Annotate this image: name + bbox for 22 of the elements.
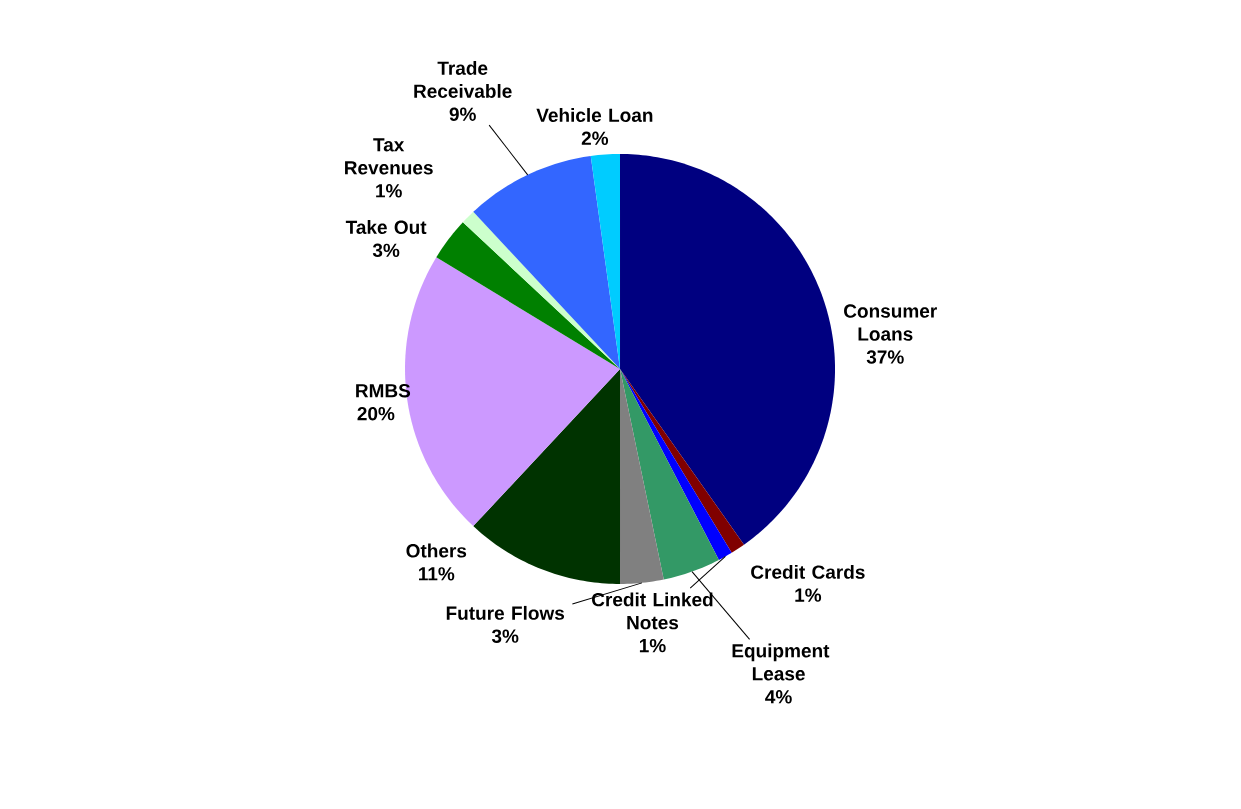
slice-label: Future Flows xyxy=(446,605,565,620)
slice-label: Consumer Loans xyxy=(844,304,937,341)
data-label: 4% xyxy=(765,690,792,704)
data-label: 3% xyxy=(372,243,400,258)
data-label: 2% xyxy=(581,131,609,145)
data-label: 9% xyxy=(449,107,476,121)
slice-label: Credit Linked Notes xyxy=(592,592,713,630)
data-label: 37% xyxy=(866,350,904,364)
data-label: 1% xyxy=(795,588,822,602)
slice-label: Others xyxy=(406,543,467,558)
data-label: 1% xyxy=(376,184,402,198)
slice-label: Equipment Lease xyxy=(732,643,830,681)
slice-label: Trade Receivable xyxy=(414,60,512,98)
slice-label: Tax Revenues xyxy=(345,138,433,175)
slice-label: Credit Cards xyxy=(751,564,865,579)
slice-label: RMBS xyxy=(356,383,411,398)
data-label: 1% xyxy=(639,638,666,653)
data-label: 20% xyxy=(357,406,395,421)
slice-label: Vehicle Loan xyxy=(536,108,653,123)
data-label: 3% xyxy=(491,629,519,643)
data-label: 11% xyxy=(419,567,455,581)
slice-label: Take Out xyxy=(345,220,427,235)
